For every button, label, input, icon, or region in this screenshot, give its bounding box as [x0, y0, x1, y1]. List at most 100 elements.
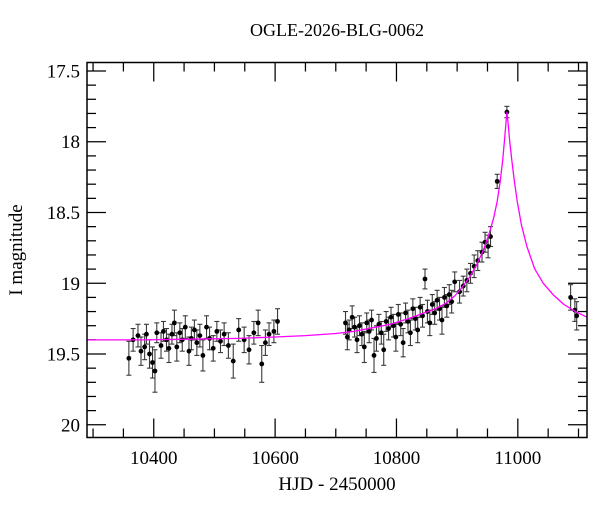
data-point	[393, 334, 399, 340]
data-point	[488, 234, 493, 239]
data-point	[386, 326, 391, 331]
data-point	[210, 345, 216, 351]
data-point	[410, 306, 416, 312]
data-point	[442, 295, 447, 300]
data-point	[200, 353, 206, 358]
data-point	[366, 328, 372, 334]
data-point	[452, 279, 458, 285]
data-point	[161, 328, 166, 334]
data-point	[369, 317, 374, 323]
x-tick-label: 10800	[373, 448, 421, 469]
data-point	[192, 327, 197, 333]
data-point	[169, 331, 175, 337]
data-point	[427, 320, 433, 326]
x-tick-label: 10400	[130, 448, 178, 469]
data-point	[422, 276, 428, 282]
data-point	[171, 320, 177, 326]
y-tick-label: 18	[61, 132, 80, 153]
data-point	[374, 336, 379, 341]
data-point	[166, 345, 172, 351]
data-point	[152, 368, 158, 374]
data-point	[381, 347, 387, 353]
data-point	[357, 323, 362, 329]
data-points	[126, 109, 580, 374]
data-point	[182, 324, 188, 330]
data-point	[408, 330, 413, 336]
data-point	[197, 333, 203, 339]
data-point	[154, 330, 160, 336]
data-point	[429, 302, 435, 307]
data-point	[403, 310, 408, 316]
data-point	[378, 330, 384, 336]
data-point	[361, 344, 367, 350]
data-point	[405, 319, 411, 324]
data-point	[147, 351, 152, 357]
data-point	[174, 344, 180, 350]
data-point	[246, 347, 252, 353]
data-point	[158, 343, 164, 348]
data-point	[218, 338, 223, 344]
data-point	[144, 331, 149, 337]
data-point	[343, 320, 348, 326]
data-point	[135, 333, 141, 339]
x-tick-label: 11000	[494, 448, 541, 469]
data-point	[434, 297, 440, 303]
data-point	[186, 348, 192, 354]
data-point	[415, 327, 421, 333]
data-point	[188, 336, 194, 341]
data-point	[349, 314, 355, 320]
data-point	[236, 327, 242, 333]
x-tick-label: 10600	[251, 448, 299, 469]
y-axis-label: I magnitude	[6, 204, 27, 295]
axis-ticks	[87, 62, 587, 438]
y-tick-label: 19.5	[47, 345, 80, 366]
data-point	[432, 310, 438, 316]
data-point	[391, 323, 396, 329]
error-bars	[126, 105, 580, 393]
data-point	[225, 343, 231, 348]
data-point	[194, 340, 200, 346]
microlensing-model-curve	[86, 111, 588, 341]
y-tick-label: 18.5	[47, 203, 80, 224]
data-point	[221, 331, 227, 337]
y-tick-label: 19	[61, 274, 80, 295]
data-point	[388, 314, 394, 320]
data-point	[275, 319, 280, 324]
data-point	[344, 334, 350, 340]
data-point	[457, 289, 462, 295]
y-tick-label: 17.5	[47, 61, 80, 82]
data-point	[417, 304, 423, 310]
data-point	[138, 348, 144, 354]
data-point	[346, 327, 352, 333]
axis-tick-labels: 10400 10600 10800 11000 17.5 18 18.5 19 19.5 20	[47, 61, 541, 469]
data-point	[262, 340, 268, 346]
data-point	[142, 344, 148, 350]
data-point	[364, 320, 370, 326]
data-point	[359, 331, 365, 337]
data-point	[400, 340, 406, 346]
data-point	[376, 321, 382, 327]
data-point	[266, 331, 272, 337]
data-point	[568, 295, 574, 300]
x-axis-label: HJD - 2450000	[278, 474, 395, 495]
data-point	[395, 311, 401, 317]
data-point	[177, 330, 183, 336]
data-point	[398, 321, 404, 327]
data-point	[271, 328, 277, 334]
data-point	[574, 313, 580, 319]
data-point	[259, 361, 265, 367]
data-point	[230, 358, 236, 364]
data-point	[371, 353, 377, 358]
data-point	[485, 244, 491, 249]
chart-title: OGLE-2026-BLG-0062	[250, 20, 424, 40]
data-point	[420, 313, 425, 319]
data-point	[126, 355, 132, 361]
data-point	[204, 324, 209, 330]
data-point	[354, 337, 360, 343]
y-tick-label: 20	[61, 415, 80, 436]
data-point	[150, 360, 155, 365]
data-point	[449, 299, 455, 305]
data-point	[444, 303, 450, 309]
data-point	[383, 319, 389, 324]
